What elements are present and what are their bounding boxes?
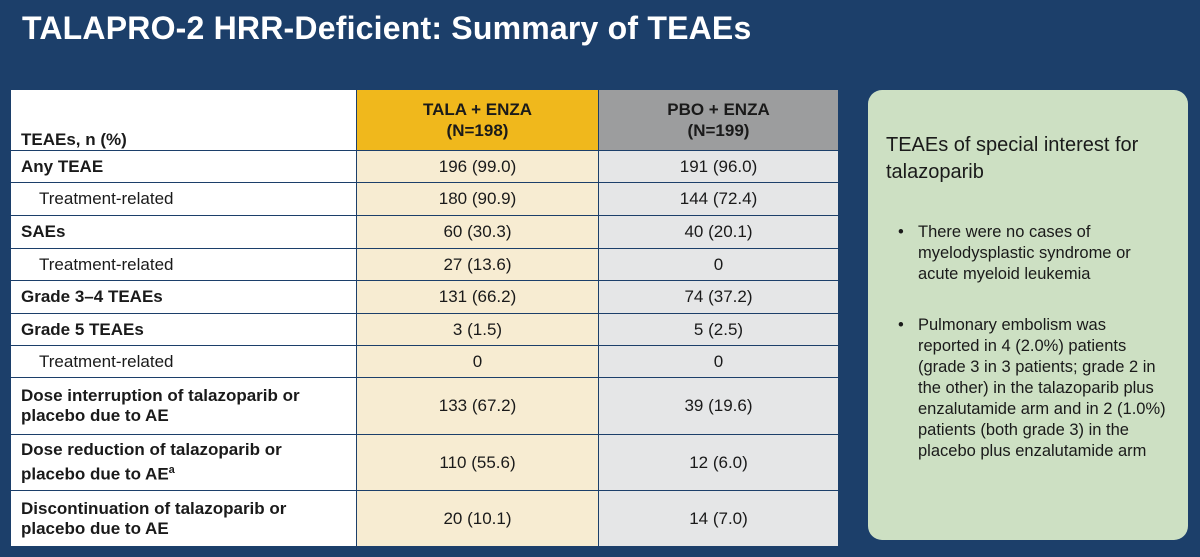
row-label: Grade 5 TEAEs xyxy=(10,313,357,346)
pbo-arm-name: PBO + ENZA xyxy=(667,100,770,119)
tala-enza-value: 20 (10.1) xyxy=(356,490,599,547)
special-interest-panel: TEAEs of special interest for talazopari… xyxy=(868,90,1188,540)
panel-title: TEAEs of special interest for talazopari… xyxy=(886,134,1139,183)
tala-arm-n: (N=198) xyxy=(446,121,509,140)
column-header-pbo-enza: PBO + ENZA (N=199) xyxy=(598,89,839,151)
pbo-enza-value: 144 (72.4) xyxy=(598,182,839,216)
tala-enza-value: 196 (99.0) xyxy=(356,150,599,183)
tala-enza-value: 27 (13.6) xyxy=(356,248,599,281)
row-label: Treatment-related xyxy=(10,345,357,378)
row-label: SAEs xyxy=(10,215,357,249)
tala-enza-value: 60 (30.3) xyxy=(356,215,599,249)
column-header-teae: TEAEs, n (%) xyxy=(10,89,357,151)
pbo-enza-value: 14 (7.0) xyxy=(598,490,839,547)
table-row: SAEs 60 (30.3) 40 (20.1) xyxy=(10,215,839,249)
pbo-enza-value: 39 (19.6) xyxy=(598,377,839,435)
tala-enza-value: 0 xyxy=(356,345,599,378)
table-row: Discontinuation of talazoparib or placebo… xyxy=(10,490,839,547)
list-item: • There were no cases of myelodysplastic… xyxy=(898,222,1170,285)
pbo-enza-value: 0 xyxy=(598,345,839,378)
pbo-enza-value: 74 (37.2) xyxy=(598,280,839,314)
table-row: Any TEAE 196 (99.0) 191 (96.0) xyxy=(10,150,839,183)
slide-title: TALAPRO-2 HRR-Deficient: Summary of TEAE… xyxy=(22,10,752,46)
table-row: Dose interruption of talazoparib or place… xyxy=(10,377,839,435)
tala-enza-value: 133 (67.2) xyxy=(356,377,599,435)
bullet-icon: • xyxy=(898,223,904,241)
table-row: Treatment-related 180 (90.9) 144 (72.4) xyxy=(10,182,839,216)
teae-summary-table: TEAEs, n (%) TALA + ENZA (N=198) PBO + E… xyxy=(10,89,839,547)
table-row: Grade 5 TEAEs 3 (1.5) 5 (2.5) xyxy=(10,313,839,346)
pbo-enza-value: 12 (6.0) xyxy=(598,434,839,491)
table-row: Grade 3–4 TEAEs 131 (66.2) 74 (37.2) xyxy=(10,280,839,314)
bullet-icon: • xyxy=(898,316,904,334)
table-row: Treatment-related 27 (13.6) 0 xyxy=(10,248,839,281)
footnote-marker: a xyxy=(168,464,175,477)
tala-enza-value: 131 (66.2) xyxy=(356,280,599,314)
list-item: • Pulmonary embolism was reported in 4 (… xyxy=(898,315,1170,462)
table-row: Treatment-related 0 0 xyxy=(10,345,839,378)
bullet-text: Pulmonary embolism was reported in 4 (2.… xyxy=(918,316,1166,460)
pbo-enza-value: 0 xyxy=(598,248,839,281)
tala-arm-name: TALA + ENZA xyxy=(422,100,533,119)
row-label: Grade 3–4 TEAEs xyxy=(10,280,357,314)
tala-enza-value: 110 (55.6) xyxy=(356,434,599,491)
row-label: Dose reduction of talazoparib or placebo… xyxy=(10,434,357,491)
row-label: Treatment-related xyxy=(10,182,357,216)
pbo-enza-value: 191 (96.0) xyxy=(598,150,839,183)
panel-bullet-list: • There were no cases of myelodysplastic… xyxy=(886,222,1170,462)
tala-enza-value: 180 (90.9) xyxy=(356,182,599,216)
row-label: Any TEAE xyxy=(10,150,357,183)
pbo-arm-n: (N=199) xyxy=(687,121,750,140)
row-label: Treatment-related xyxy=(10,248,357,281)
column-header-tala-enza: TALA + ENZA (N=198) xyxy=(356,89,599,151)
row-label: Dose interruption of talazoparib or place… xyxy=(10,377,357,435)
table-row: Dose reduction of talazoparib or placebo… xyxy=(10,434,839,491)
tala-enza-value: 3 (1.5) xyxy=(356,313,599,346)
table-header-row: TEAEs, n (%) TALA + ENZA (N=198) PBO + E… xyxy=(10,89,839,151)
pbo-enza-value: 40 (20.1) xyxy=(598,215,839,249)
row-label: Discontinuation of talazoparib or placebo… xyxy=(10,490,357,547)
bullet-text: There were no cases of myelodysplastic s… xyxy=(918,223,1131,283)
pbo-enza-value: 5 (2.5) xyxy=(598,313,839,346)
